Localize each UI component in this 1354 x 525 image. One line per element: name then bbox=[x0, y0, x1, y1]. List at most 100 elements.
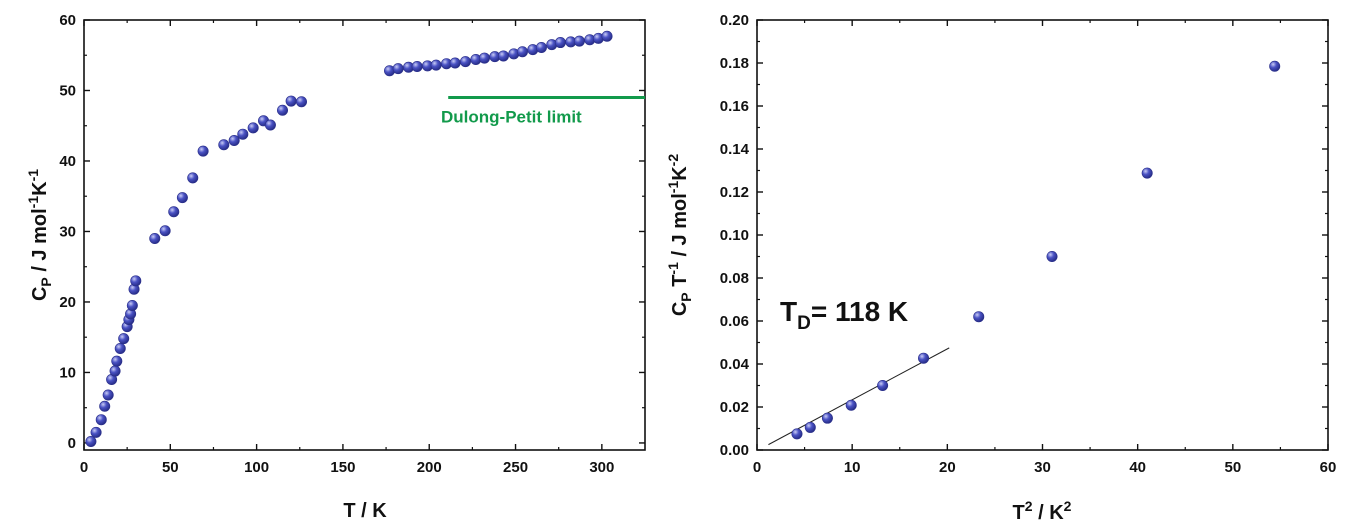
linear-fit-line bbox=[768, 347, 950, 446]
left-y-axis-title: CP / J mol-1K-1 bbox=[25, 169, 54, 301]
data-point bbox=[573, 35, 585, 47]
y-tick-label: 0.20 bbox=[720, 12, 749, 29]
data-point bbox=[430, 59, 442, 71]
x-tick-label: 50 bbox=[1224, 459, 1241, 476]
x-tick-label: 40 bbox=[1129, 459, 1146, 476]
y-tick-label: 0.10 bbox=[720, 227, 749, 244]
x-tick-label: 20 bbox=[939, 459, 956, 476]
left-data-points bbox=[85, 30, 613, 448]
x-tick-label: 100 bbox=[244, 459, 269, 476]
y-tick-label: 0 bbox=[68, 435, 76, 452]
linear-fit-group bbox=[768, 347, 950, 446]
right-x-title-rest: / K bbox=[1033, 502, 1065, 524]
y-tick-label: 0.02 bbox=[720, 399, 749, 416]
data-point bbox=[411, 61, 423, 73]
data-point bbox=[95, 414, 107, 426]
data-point bbox=[1269, 60, 1281, 72]
data-point bbox=[187, 172, 199, 184]
data-point bbox=[118, 333, 130, 345]
data-point bbox=[168, 206, 180, 218]
data-point bbox=[478, 52, 490, 64]
y-tick-label: 0.12 bbox=[720, 184, 749, 201]
y-tick-label: 10 bbox=[59, 364, 76, 381]
data-point bbox=[85, 436, 97, 448]
x-tick-label: 10 bbox=[844, 459, 861, 476]
data-point bbox=[791, 428, 803, 440]
x-tick-label: 250 bbox=[503, 459, 528, 476]
x-tick-label: 60 bbox=[1320, 459, 1337, 476]
y-tick-label: 50 bbox=[59, 82, 76, 99]
right-x-tick-labels: 0 10 20 30 40 50 60 bbox=[753, 459, 1337, 476]
y-tick-label: 0.16 bbox=[720, 98, 749, 115]
x-tick-label: 200 bbox=[417, 459, 442, 476]
data-point bbox=[285, 95, 297, 107]
data-point bbox=[130, 275, 142, 287]
left-y-title-sup1: -1 bbox=[25, 196, 41, 209]
data-point bbox=[877, 379, 889, 391]
data-point bbox=[845, 399, 857, 411]
data-point bbox=[159, 225, 171, 237]
data-point bbox=[126, 299, 138, 311]
right-x-axis-title: T2 / K2 bbox=[1013, 498, 1072, 524]
y-tick-label: 0.18 bbox=[720, 55, 749, 72]
chart-right: 0.00 0.02 0.04 0.06 0.08 0.10 0.12 0.14 0.16 0.18… bbox=[665, 12, 1336, 524]
data-point bbox=[264, 119, 276, 131]
x-tick-label: 0 bbox=[753, 459, 761, 476]
data-point bbox=[1046, 251, 1058, 263]
data-point bbox=[973, 311, 985, 323]
td-annotation-t: T bbox=[780, 296, 797, 327]
dulong-petit-line-group: Dulong-Petit limit bbox=[441, 96, 645, 127]
right-y-title-sub: P bbox=[678, 292, 694, 301]
td-annotation: TD= 118 K bbox=[780, 296, 908, 334]
right-y-axis-title: CP T-1 / J mol-1K-2 bbox=[665, 154, 694, 317]
data-point bbox=[497, 50, 509, 62]
data-point bbox=[197, 145, 209, 157]
data-point bbox=[295, 96, 307, 108]
y-tick-label: 20 bbox=[59, 294, 76, 311]
right-x-title-sup2: 2 bbox=[1064, 498, 1072, 514]
data-point bbox=[1141, 167, 1153, 179]
data-point bbox=[90, 426, 102, 438]
right-plot-frame bbox=[756, 19, 1329, 451]
right-y-tick-labels: 0.00 0.02 0.04 0.06 0.08 0.10 0.12 0.14 0.16 0.18… bbox=[720, 12, 750, 459]
data-point bbox=[601, 30, 613, 42]
y-tick-label: 40 bbox=[59, 153, 76, 170]
data-point bbox=[459, 56, 471, 68]
x-tick-label: 150 bbox=[330, 459, 355, 476]
data-point bbox=[102, 389, 114, 401]
right-y-title-k: K bbox=[669, 166, 691, 181]
dulong-petit-label: Dulong-Petit limit bbox=[441, 108, 582, 127]
y-tick-label: 0.04 bbox=[720, 356, 750, 373]
data-point bbox=[109, 365, 121, 377]
data-point bbox=[237, 128, 249, 140]
y-tick-label: 0.00 bbox=[720, 442, 749, 459]
chart-left: 0 10 20 30 40 50 60 0 50 100 150 200 250 300 Dulong-… bbox=[25, 12, 646, 522]
right-data-points bbox=[791, 60, 1281, 440]
right-x-title-t: T bbox=[1013, 502, 1025, 524]
y-tick-label: 0.06 bbox=[720, 313, 749, 330]
left-y-title-c: C bbox=[29, 287, 51, 301]
x-tick-label: 50 bbox=[162, 459, 179, 476]
x-tick-label: 0 bbox=[80, 459, 88, 476]
data-point bbox=[228, 135, 240, 147]
right-y-title-sup1: -1 bbox=[665, 262, 681, 275]
left-y-title-sub: P bbox=[38, 277, 54, 286]
data-point bbox=[554, 37, 566, 49]
left-y-tick-labels: 0 10 20 30 40 50 60 bbox=[59, 12, 76, 452]
td-annotation-value: = 118 K bbox=[811, 296, 908, 327]
data-point bbox=[149, 233, 161, 245]
data-point bbox=[218, 139, 230, 151]
right-ticks bbox=[756, 19, 1329, 451]
right-y-title-c: C bbox=[669, 302, 691, 316]
td-annotation-sub: D bbox=[797, 313, 811, 334]
data-point bbox=[111, 355, 123, 367]
x-tick-label: 300 bbox=[589, 459, 614, 476]
y-tick-label: 30 bbox=[59, 223, 76, 240]
left-y-title-sup2: -1 bbox=[25, 169, 41, 182]
data-point bbox=[247, 122, 259, 134]
left-x-axis-title: T / K bbox=[343, 500, 387, 522]
left-x-tick-labels: 0 50 100 150 200 250 300 bbox=[80, 459, 615, 476]
right-y-title-t: T bbox=[669, 275, 691, 293]
data-point bbox=[821, 412, 833, 424]
